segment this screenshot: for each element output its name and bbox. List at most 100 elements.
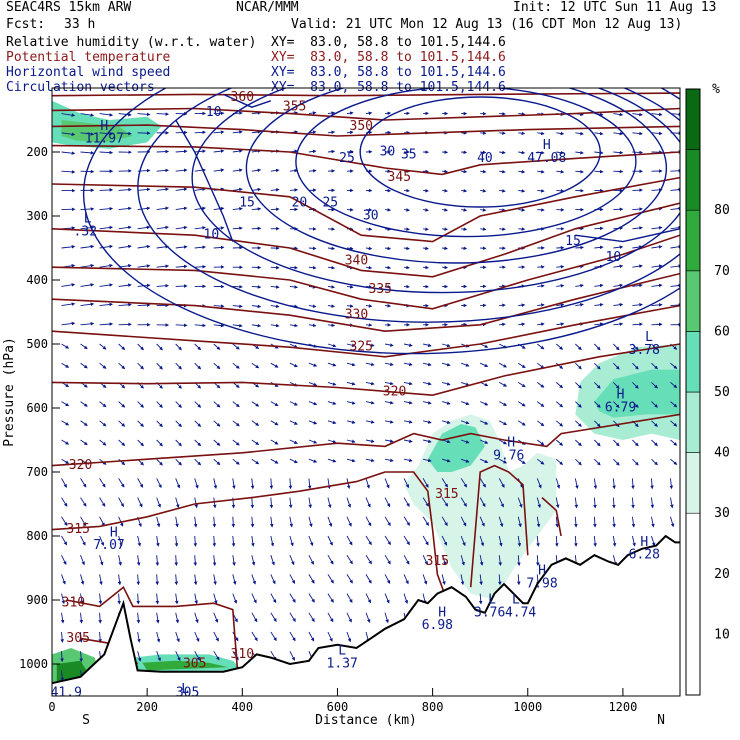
circulation-vector-538 — [251, 420, 260, 426]
circulation-vector-599 — [156, 458, 163, 466]
init-time: Init: 12 UTC Sun 11 Aug 13 — [513, 0, 717, 15]
circulation-vector-747 — [460, 535, 466, 547]
circulation-vector-200 — [99, 225, 114, 230]
circulation-vector-857 — [137, 631, 141, 643]
y-tick-label-4: 600 — [26, 401, 48, 415]
circulation-vector-280 — [365, 265, 373, 270]
circulation-vector-369 — [175, 323, 188, 328]
circulation-vector-723 — [631, 516, 636, 528]
circulation-vector-753 — [574, 535, 578, 547]
circulation-vector-682 — [479, 497, 486, 508]
circulation-vector-748 — [479, 535, 485, 547]
wind-label-3: 20 — [292, 196, 308, 211]
circulation-vector-778 — [441, 555, 447, 566]
wind-contours-layer — [82, 88, 680, 355]
circulation-vector-515 — [441, 401, 451, 405]
circulation-vector-447 — [403, 362, 413, 367]
circulation-vector-777 — [422, 555, 428, 566]
extremum-label-20: L — [512, 593, 520, 608]
circulation-vector-562 — [80, 439, 88, 446]
circulation-vector-780 — [479, 555, 484, 566]
circulation-vector-803 — [365, 574, 372, 584]
circulation-vector-294 — [632, 264, 643, 268]
circulation-vector-62 — [613, 131, 624, 136]
circulation-vector-876 — [194, 650, 200, 661]
extremum-label-2: L — [84, 212, 92, 227]
circulation-vector-769 — [270, 555, 275, 566]
circulation-vector-543 — [346, 420, 356, 424]
circulation-vector-239 — [213, 245, 225, 250]
circulation-vector-636 — [232, 478, 236, 490]
circulation-vector-647 — [441, 478, 448, 488]
colorbar-unit-label: % — [712, 82, 720, 97]
circulation-vector-662 — [99, 497, 106, 507]
circulation-vector-323 — [556, 284, 565, 288]
circulation-vector-293 — [613, 264, 624, 269]
circulation-vector-792 — [155, 574, 159, 586]
colorbar-tick-label-0: 10 — [714, 627, 730, 642]
circulation-vector-496 — [80, 401, 88, 407]
circulation-vector-490 — [594, 382, 601, 389]
circulation-vector-648 — [460, 478, 468, 488]
circulation-vector-475 — [308, 381, 318, 386]
circulation-vector-41 — [213, 130, 225, 134]
circulation-vector-36 — [118, 131, 132, 136]
wind-label-9: 40 — [477, 151, 493, 166]
circulation-vector-314 — [384, 284, 392, 289]
circulation-vector-235 — [137, 244, 151, 249]
circulation-vector-751 — [536, 535, 540, 547]
colorbar-band-1 — [685, 452, 701, 514]
circulation-vector-542 — [327, 420, 337, 425]
circulation-vector-533 — [156, 420, 163, 428]
circulation-vector-491 — [613, 382, 620, 389]
theta-label-6: 330 — [345, 308, 368, 323]
theta-label-5: 335 — [369, 282, 392, 297]
circulation-vector-262 — [651, 245, 663, 249]
circulation-vector-622 — [594, 458, 601, 466]
circulation-vector-875 — [175, 651, 181, 662]
circulation-vector-220 — [480, 227, 487, 231]
circulation-vector-856 — [98, 631, 102, 643]
circulation-vector-514 — [422, 401, 432, 405]
circulation-vector-311 — [327, 285, 336, 289]
circulation-vector-290 — [556, 264, 565, 269]
colorbar-tick-label-5: 60 — [714, 324, 730, 339]
circulation-vector-144 — [289, 188, 299, 192]
circulation-vector-653 — [555, 478, 561, 489]
circulation-vector-79 — [308, 149, 317, 154]
circulation-vector-155 — [499, 189, 506, 193]
colorbar-band-7 — [685, 88, 701, 150]
circulation-vector-15 — [346, 111, 354, 115]
circulation-vector-234 — [118, 244, 132, 249]
circulation-vector-426 — [632, 343, 639, 351]
circulation-vector-755 — [612, 535, 617, 547]
circulation-vector-601 — [194, 458, 202, 466]
circulation-vector-571 — [251, 439, 260, 446]
circulation-vector-579 — [403, 439, 413, 443]
circulation-vector-295 — [651, 264, 663, 268]
circulation-vector-175 — [251, 207, 262, 211]
circulation-vector-517 — [479, 401, 489, 406]
circulation-vector-33 — [61, 132, 76, 136]
circulation-vector-91 — [537, 150, 545, 155]
field-wind-name: Horizontal wind speed — [6, 65, 171, 80]
circulation-vector-659 — [669, 478, 674, 490]
circulation-vector-639 — [288, 478, 293, 490]
x-tick-label-0: 0 — [48, 700, 55, 714]
colorbar-tick-label-7: 80 — [714, 203, 730, 218]
circulation-vector-773 — [346, 554, 353, 565]
y-tick-label-2: 400 — [26, 273, 48, 287]
circulation-vector-30 — [632, 112, 643, 117]
circulation-vector-486 — [517, 382, 526, 388]
circulation-vector-827 — [327, 593, 334, 603]
circulation-vector-270 — [175, 264, 188, 269]
circulation-vector-258 — [575, 245, 584, 250]
circulation-vector-524 — [613, 401, 620, 408]
circulation-vector-606 — [289, 458, 298, 464]
circulation-vector-756 — [631, 535, 636, 547]
circulation-vector-168 — [118, 206, 132, 211]
circulation-vector-516 — [461, 401, 470, 406]
circulation-vector-309 — [289, 285, 299, 289]
theta-label-13: 310 — [62, 596, 85, 611]
fcst-value: 33 h — [64, 17, 96, 32]
